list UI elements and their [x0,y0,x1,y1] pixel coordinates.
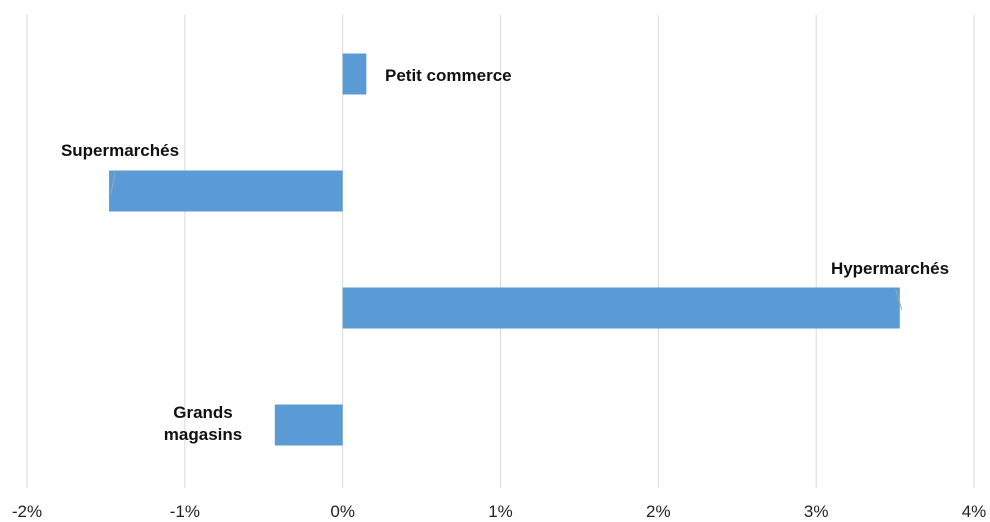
x-tick-label: 3% [804,502,829,521]
data-label-line: Hypermarchés [831,259,949,278]
bar [275,405,343,446]
x-tick-label: 0% [330,502,355,521]
gridlines [27,15,974,488]
bar [109,171,343,212]
x-axis-tick-labels: -2% -1% 0% 1% 2% 3% 4% [12,502,986,521]
bar [343,54,367,95]
data-label: Petit commerce [385,66,512,85]
data-label: Supermarchés [61,141,179,160]
bar [343,288,900,329]
data-label-line: Supermarchés [61,141,179,160]
x-tick-label: 2% [646,502,671,521]
data-label-line: Grands [173,403,233,422]
x-tick-label: -1% [170,502,200,521]
data-label-line: magasins [164,425,242,444]
data-label-line: Petit commerce [385,66,512,85]
x-tick-label: -2% [12,502,42,521]
x-tick-label: 4% [962,502,987,521]
data-label: Hypermarchés [831,259,949,278]
data-label: Grands magasins [164,403,242,444]
x-tick-label: 1% [488,502,513,521]
bars [109,54,900,446]
